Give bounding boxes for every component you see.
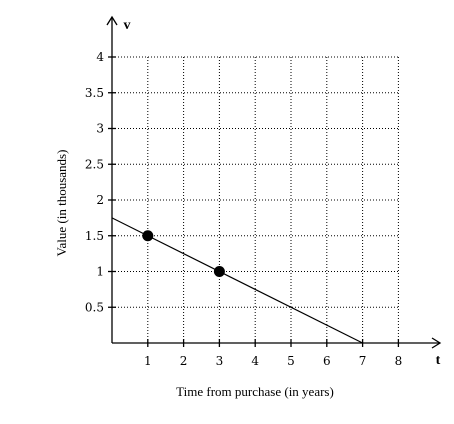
y-tick-label: 3.5 bbox=[85, 86, 104, 100]
axes bbox=[106, 15, 442, 349]
x-tick-label: 6 bbox=[323, 354, 331, 368]
y-tick-label: 1 bbox=[96, 265, 104, 279]
x-axis-title: Time from purchase (in years) bbox=[176, 384, 334, 399]
data-point bbox=[213, 266, 225, 277]
x-tick-label: 5 bbox=[287, 354, 295, 368]
y-ticks: 0.5 1 1.5 2 2.5 3 3.5 4 bbox=[85, 50, 116, 314]
x-tick-label: 1 bbox=[144, 354, 152, 368]
y-variable-label: v bbox=[124, 18, 131, 33]
x-tick-label: 3 bbox=[216, 354, 224, 368]
y-tick-label: 2 bbox=[96, 193, 104, 207]
data-points bbox=[142, 230, 225, 277]
x-tick-label: 8 bbox=[395, 354, 403, 368]
depreciation-line bbox=[111, 217, 363, 344]
x-tick-label: 4 bbox=[251, 354, 259, 368]
x-tick-label: 7 bbox=[359, 354, 367, 368]
x-variable-label: t bbox=[436, 353, 441, 368]
y-axis-title: Value (in thousands) bbox=[54, 150, 69, 257]
y-tick-label: 4 bbox=[96, 50, 104, 64]
y-tick-label: 1.5 bbox=[85, 229, 104, 243]
x-axis-arrowhead bbox=[431, 337, 442, 349]
grid bbox=[112, 56, 399, 343]
y-tick-label: 3 bbox=[96, 122, 104, 136]
x-tick-label: 2 bbox=[180, 354, 188, 368]
y-axis-arrowhead bbox=[106, 15, 118, 26]
y-tick-label: 2.5 bbox=[85, 157, 104, 171]
data-point bbox=[142, 230, 154, 242]
y-tick-label: 0.5 bbox=[85, 300, 104, 314]
